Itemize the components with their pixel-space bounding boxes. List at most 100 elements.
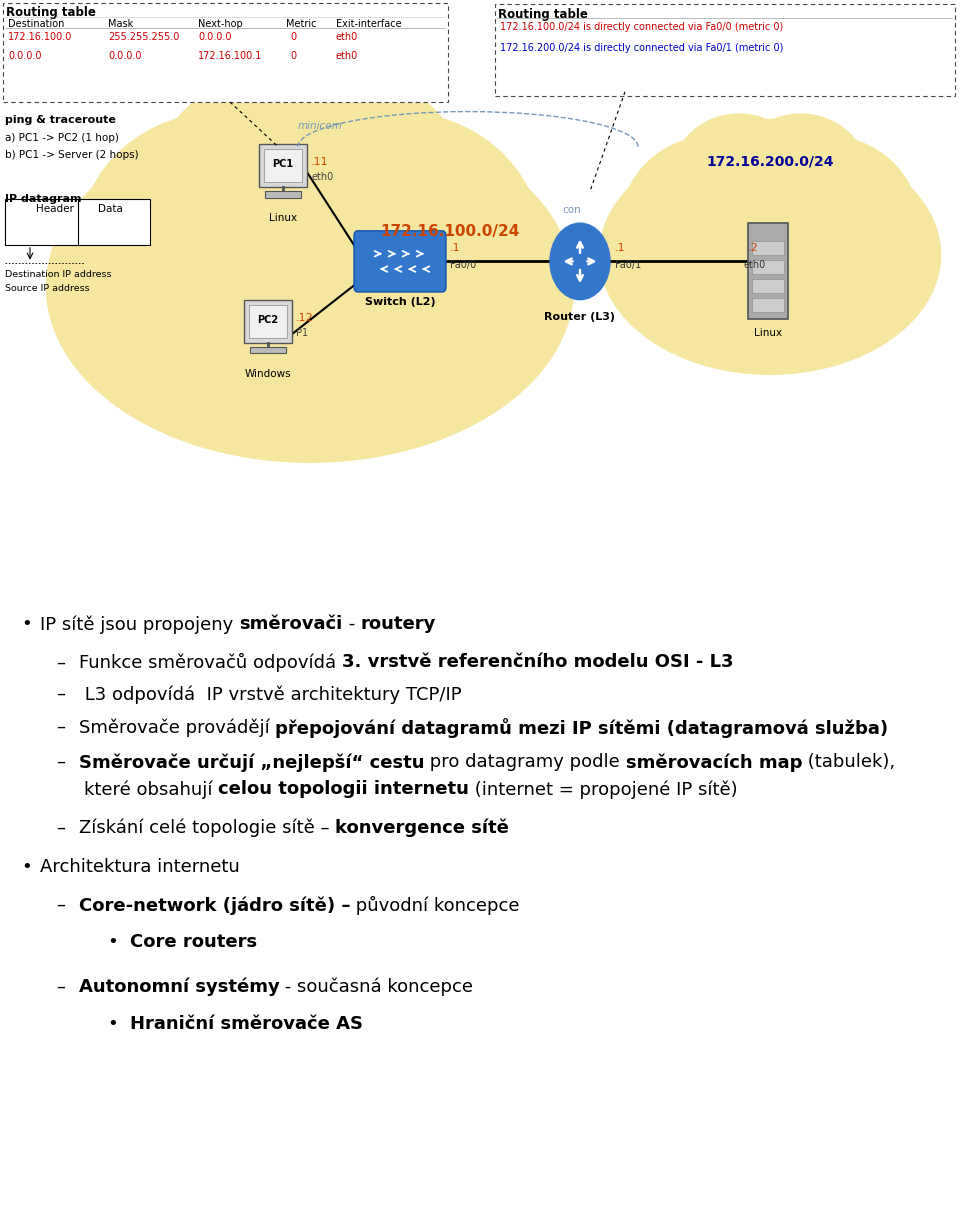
Ellipse shape <box>255 79 460 255</box>
Ellipse shape <box>611 185 764 325</box>
FancyBboxPatch shape <box>249 304 287 338</box>
Text: konvergence sítě: konvergence sítě <box>335 819 509 837</box>
Text: 172.16.100.0/24: 172.16.100.0/24 <box>380 224 519 238</box>
Text: eth0: eth0 <box>336 32 358 42</box>
Text: Autonomní systémy: Autonomní systémy <box>79 978 279 996</box>
FancyBboxPatch shape <box>354 231 446 292</box>
Text: 172.16.200.0/24 is directly connected via Fa0/1 (metric 0): 172.16.200.0/24 is directly connected vi… <box>500 43 783 54</box>
Ellipse shape <box>81 111 370 367</box>
Text: •: • <box>21 858 32 876</box>
FancyBboxPatch shape <box>748 224 788 319</box>
Text: Header: Header <box>36 204 74 214</box>
Text: 172.16.100.0: 172.16.100.0 <box>8 32 72 42</box>
Text: 255.255.255.0: 255.255.255.0 <box>108 32 180 42</box>
Ellipse shape <box>786 218 919 336</box>
Text: •: • <box>108 932 118 951</box>
FancyBboxPatch shape <box>264 149 302 182</box>
Text: Source IP address: Source IP address <box>5 285 89 293</box>
Text: Metric: Metric <box>286 20 317 29</box>
Text: Destination IP address: Destination IP address <box>5 270 111 280</box>
Text: Linux: Linux <box>269 213 297 222</box>
Text: Směrovače určují „nejlepší“ cestu: Směrovače určují „nejlepší“ cestu <box>79 753 424 771</box>
FancyBboxPatch shape <box>265 192 301 198</box>
Text: 0.0.0.0: 0.0.0.0 <box>8 51 41 61</box>
Text: 0.0.0.0: 0.0.0.0 <box>108 51 141 61</box>
Text: minicom: minicom <box>298 121 343 131</box>
Text: Směrovače provádějí: Směrovače provádějí <box>79 719 276 737</box>
FancyBboxPatch shape <box>752 280 784 293</box>
Ellipse shape <box>673 114 805 233</box>
FancyBboxPatch shape <box>752 241 784 255</box>
FancyBboxPatch shape <box>5 199 150 244</box>
Text: –: – <box>56 654 64 671</box>
Text: –: – <box>56 896 64 914</box>
Text: L3 odpovídá  IP vrstvě architektury TCP/IP: L3 odpovídá IP vrstvě architektury TCP/I… <box>79 686 462 704</box>
Text: .11: .11 <box>311 156 328 167</box>
Text: Fa0/1: Fa0/1 <box>615 260 641 270</box>
Text: b) PC1 -> Server (2 hops): b) PC1 -> Server (2 hops) <box>5 150 138 160</box>
Text: eth0: eth0 <box>336 51 358 61</box>
Text: 172.16.100.0/24 is directly connected via Fa0/0 (metric 0): 172.16.100.0/24 is directly connected vi… <box>500 22 783 32</box>
Text: eth0: eth0 <box>311 172 333 182</box>
FancyBboxPatch shape <box>250 347 286 353</box>
Text: Data: Data <box>98 204 123 214</box>
Text: 0.0.0.0: 0.0.0.0 <box>198 32 231 42</box>
Text: Core-network (jádro sítě) –: Core-network (jádro sítě) – <box>79 896 350 914</box>
Text: PC1: PC1 <box>273 160 294 170</box>
Text: –: – <box>56 719 64 736</box>
Text: Architektura internetu: Architektura internetu <box>40 858 240 876</box>
Text: Exit-interface: Exit-interface <box>336 20 401 29</box>
Text: které obsahují: které obsahují <box>84 781 218 799</box>
Text: Mask: Mask <box>108 20 133 29</box>
Ellipse shape <box>732 136 919 309</box>
Text: 0: 0 <box>290 32 296 42</box>
Text: Získání celé topologie sítě –: Získání celé topologie sítě – <box>79 819 335 837</box>
Ellipse shape <box>734 114 867 233</box>
Text: přepojování datagramů mezi IP sítěmi (datagramová služba): přepojování datagramů mezi IP sítěmi (da… <box>276 719 888 738</box>
Text: 172.16.100.1: 172.16.100.1 <box>198 51 262 61</box>
Text: Routing table: Routing table <box>498 7 588 21</box>
Text: Router (L3): Router (L3) <box>544 313 615 323</box>
Text: Hraniční směrovače AS: Hraniční směrovače AS <box>130 1015 363 1034</box>
Text: IP datagram: IP datagram <box>5 194 82 204</box>
Text: .1: .1 <box>615 243 626 253</box>
Ellipse shape <box>160 79 365 255</box>
Text: .2: .2 <box>748 243 758 253</box>
Text: PC2: PC2 <box>257 315 278 325</box>
Ellipse shape <box>182 88 438 295</box>
Text: Fa0/0: Fa0/0 <box>450 260 476 270</box>
Text: Core routers: Core routers <box>130 932 256 951</box>
FancyBboxPatch shape <box>752 260 784 274</box>
Text: routery: routery <box>361 615 436 633</box>
Text: pro datagramy podle: pro datagramy podle <box>424 753 626 771</box>
Text: a) PC1 -> PC2 (1 hop): a) PC1 -> PC2 (1 hop) <box>5 133 119 143</box>
Text: –: – <box>56 753 64 771</box>
Text: Next-hop: Next-hop <box>198 20 243 29</box>
Text: .12: .12 <box>296 313 314 323</box>
Text: -: - <box>343 615 361 633</box>
Text: (tabulek),: (tabulek), <box>803 753 896 771</box>
Text: –: – <box>56 819 64 837</box>
Ellipse shape <box>776 185 929 325</box>
FancyBboxPatch shape <box>259 144 307 187</box>
Text: směrovači: směrovači <box>239 615 343 633</box>
Text: Destination: Destination <box>8 20 64 29</box>
Ellipse shape <box>599 136 941 374</box>
FancyBboxPatch shape <box>752 298 784 313</box>
Text: eth0: eth0 <box>744 260 766 270</box>
Text: (internet = propojené IP sítě): (internet = propojené IP sítě) <box>468 781 737 799</box>
Text: původní koncepce: původní koncepce <box>350 896 519 915</box>
FancyBboxPatch shape <box>244 299 292 343</box>
Text: - současná koncepce: - současná koncepce <box>279 978 473 996</box>
Text: IP sítě jsou propojeny: IP sítě jsou propojeny <box>40 615 239 634</box>
Ellipse shape <box>63 183 301 391</box>
Text: ping & traceroute: ping & traceroute <box>5 115 116 125</box>
Text: Routing table: Routing table <box>6 6 96 20</box>
Ellipse shape <box>687 120 852 260</box>
Text: Switch (L2): Switch (L2) <box>365 297 435 307</box>
Text: •: • <box>21 615 32 633</box>
Text: 0: 0 <box>290 51 296 61</box>
Text: P1: P1 <box>296 327 308 337</box>
Text: směrovacích map: směrovacích map <box>626 753 803 771</box>
FancyBboxPatch shape <box>3 2 448 101</box>
